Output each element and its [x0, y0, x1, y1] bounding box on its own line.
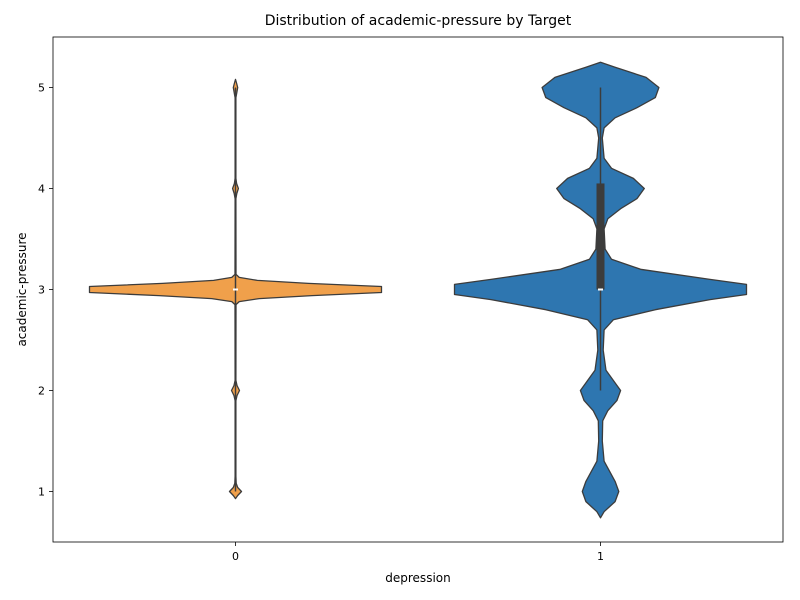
x-tick-label: 0	[232, 550, 239, 563]
median-marker-0	[233, 288, 238, 291]
y-tick-label: 5	[38, 82, 45, 95]
x-axis-label: depression	[385, 571, 450, 585]
y-tick-label: 2	[38, 385, 45, 398]
y-axis-label: academic-pressure	[15, 232, 29, 346]
y-axis-ticks: 1 2 3 4 5	[38, 82, 53, 499]
y-tick-label: 3	[38, 284, 45, 297]
chart-title: Distribution of academic-pressure by Tar…	[265, 13, 572, 29]
violins-layer	[88, 61, 748, 519]
y-tick-label: 4	[38, 183, 45, 196]
x-tick-label: 1	[597, 550, 604, 563]
y-tick-label: 1	[38, 486, 45, 499]
iqr-box-1	[596, 183, 605, 290]
median-marker-1	[598, 288, 603, 291]
